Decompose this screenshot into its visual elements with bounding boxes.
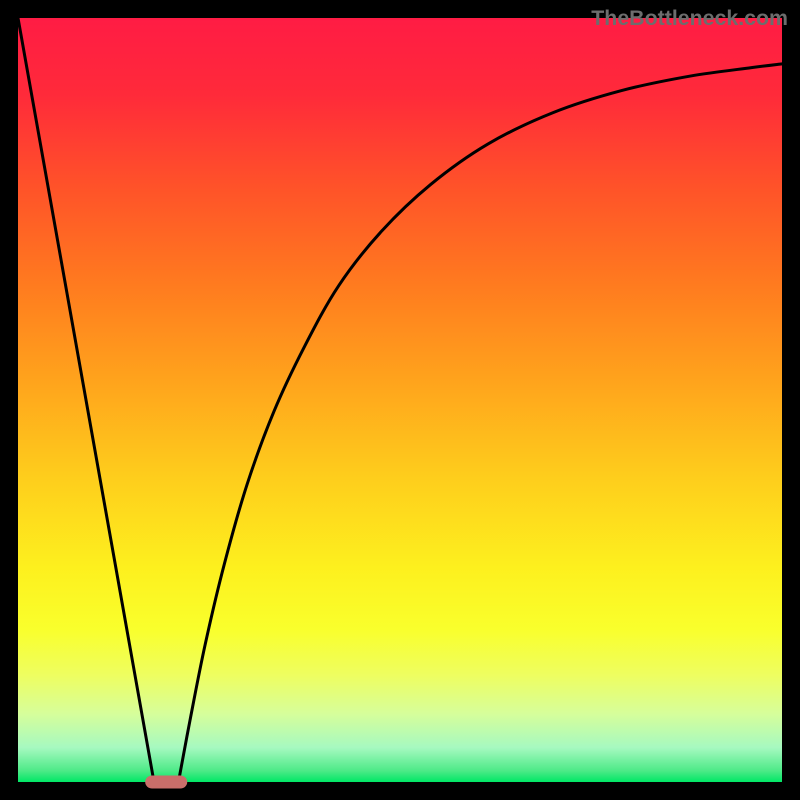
bottleneck-chart xyxy=(0,0,800,800)
watermark-text: TheBottleneck.com xyxy=(591,6,788,31)
optimal-marker xyxy=(145,776,187,789)
chart-root: TheBottleneck.com xyxy=(0,0,800,800)
